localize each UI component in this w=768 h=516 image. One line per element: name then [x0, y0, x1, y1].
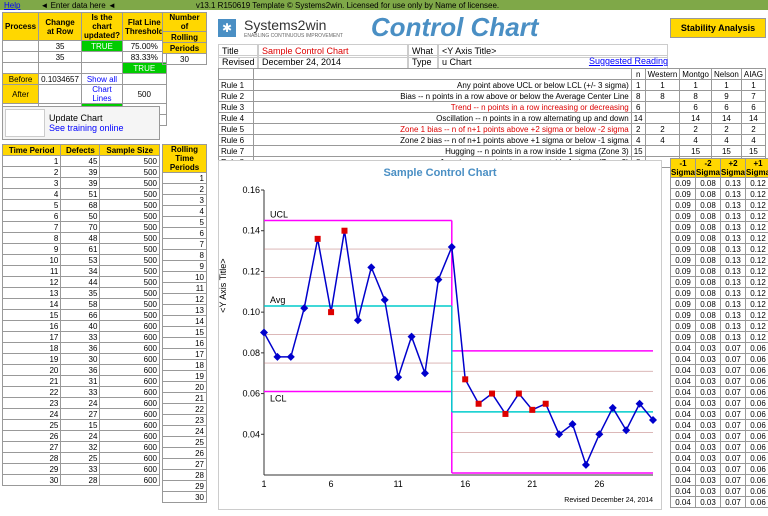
svg-text:0.06: 0.06 — [242, 389, 260, 399]
svg-text:0.16: 0.16 — [242, 185, 260, 195]
suggested-reading: Suggested Reading — [589, 56, 668, 66]
hdr-flatline: Flat Line Threshold — [122, 13, 166, 41]
periods-val[interactable]: 30 — [163, 54, 207, 65]
svg-text:UCL: UCL — [270, 210, 288, 220]
meta-type-l: Type — [408, 55, 438, 69]
chart-rev: Revised December 24, 2014 — [219, 495, 661, 506]
svg-text:LCL: LCL — [270, 394, 287, 404]
chart-thumb-icon — [5, 109, 45, 137]
periods-h3: Periods — [163, 43, 207, 54]
svg-text:0.14: 0.14 — [242, 226, 260, 236]
svg-text:Avg: Avg — [270, 295, 285, 305]
title-area: ✱ Systems2win ENABLING CONTINUOUS IMPROV… — [218, 12, 668, 43]
enter-arrow: ◄ Enter data here ◄ — [40, 1, 115, 10]
update-chart-button[interactable]: Update Chart — [49, 113, 124, 123]
stability-header: Stability Analysis — [670, 18, 766, 38]
control-chart: Sample Control Chart <Y Axis Title> 0.04… — [218, 160, 662, 510]
sigma-table: -1 Sigma-2 Sigma+2 Sigma+1 Sigma 0.090.0… — [670, 158, 766, 508]
suggested-link[interactable]: Suggested Reading — [589, 56, 668, 66]
dh-def: Defects — [61, 145, 100, 156]
periods-h2: Rolling — [163, 32, 207, 43]
svg-text:11: 11 — [393, 479, 402, 489]
meta-rev-v[interactable]: December 24, 2014 — [258, 55, 408, 69]
help-link[interactable]: Help — [4, 1, 20, 10]
periods-block: Number of Rolling Periods 30 — [162, 12, 207, 65]
chart-svg: 0.040.060.080.100.120.140.161611162126UC… — [219, 185, 663, 495]
meta-rev-l: Revised — [218, 55, 258, 69]
top-bar: Help ◄ Enter data here ◄ v13.1 R150619 T… — [0, 0, 768, 10]
svg-text:26: 26 — [594, 479, 604, 489]
periods-h1: Number of — [163, 13, 207, 32]
brand-name: Systems2win — [244, 17, 343, 33]
dh-time: Time Period — [3, 145, 61, 156]
hdr-change: Change at Row — [39, 13, 82, 41]
page-title: Control Chart — [371, 12, 539, 43]
update-box: Update Chart See training online — [2, 106, 160, 140]
rolling-table: Rolling Time Periods 1234567891011121314… — [162, 144, 207, 503]
chart-ylabel: <Y Axis Title> — [218, 258, 228, 312]
brand-tag: ENABLING CONTINUOUS IMPROVEMENT — [244, 33, 343, 39]
svg-text:0.04: 0.04 — [242, 429, 260, 439]
svg-text:0.08: 0.08 — [242, 348, 260, 358]
logo-icon: ✱ — [218, 19, 236, 37]
version-text: v13.1 R150619 Template © Systems2win. Li… — [196, 1, 499, 10]
rules-table: nWesternMontgoNelsonAIAGRule 1Any point … — [218, 68, 766, 168]
svg-text:21: 21 — [527, 479, 537, 489]
data-table: Time PeriodDefectsSample Size 1455002395… — [2, 144, 160, 486]
svg-text:1: 1 — [261, 479, 266, 489]
training-link[interactable]: See training online — [49, 123, 124, 133]
svg-text:0.12: 0.12 — [242, 266, 260, 276]
roll-hdr: Rolling Time Periods — [163, 145, 207, 173]
hdr-process: Process — [3, 13, 39, 41]
svg-text:6: 6 — [329, 479, 334, 489]
chart-title: Sample Control Chart — [219, 161, 661, 185]
svg-text:16: 16 — [460, 479, 470, 489]
dh-size: Sample Size — [100, 145, 160, 156]
svg-text:0.10: 0.10 — [242, 307, 260, 317]
hdr-updated: Is the chart updated? — [81, 13, 122, 41]
